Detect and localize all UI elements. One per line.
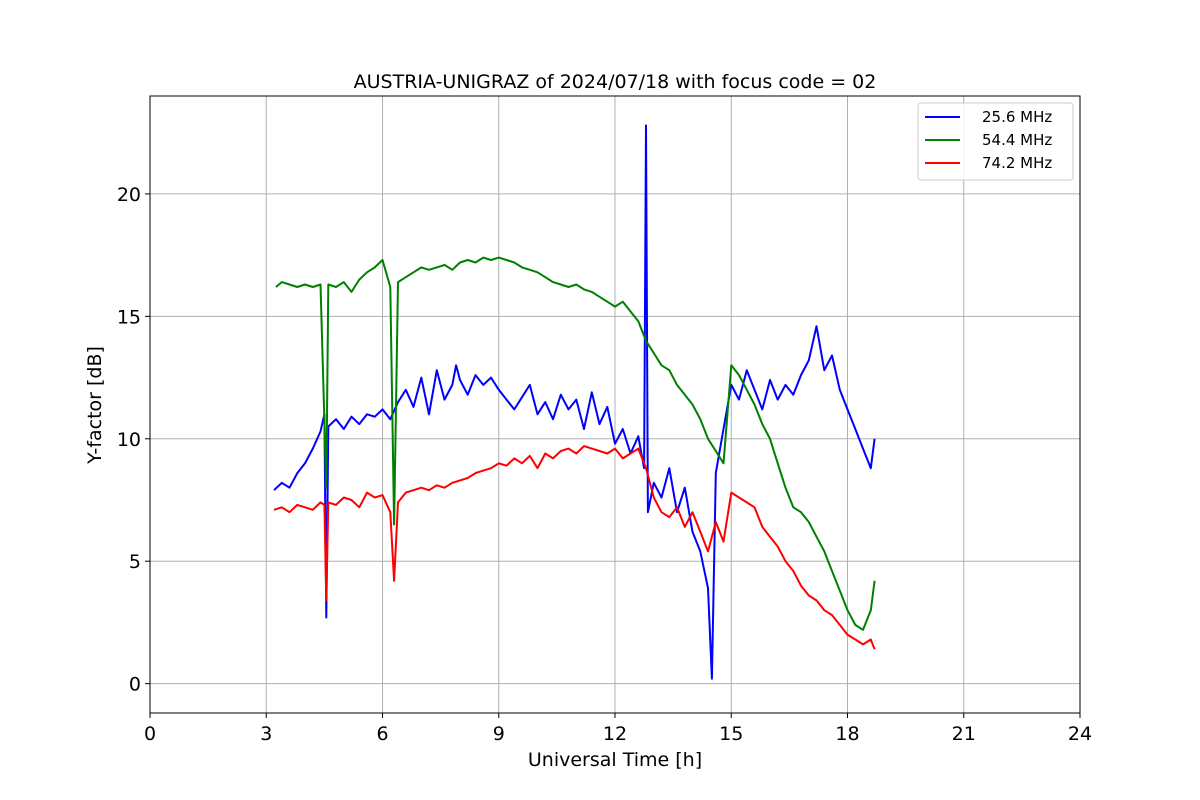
y-tick-label: 5	[129, 551, 141, 573]
legend-box	[917, 102, 1074, 181]
y-tick-label: 15	[117, 306, 141, 328]
x-tick-label: 21	[952, 723, 976, 745]
y-axis-label: Y-factor [dB]	[84, 346, 106, 465]
y-tick-label: 0	[129, 674, 141, 696]
x-tick-label: 12	[603, 723, 627, 745]
x-tick-label: 15	[719, 723, 743, 745]
x-axis: 0 3 6 9 12 15 18 21 24	[144, 713, 1092, 745]
x-tick-label: 0	[144, 723, 156, 745]
series-line-3	[273, 445, 876, 650]
legend-label: 54.4 MHz	[982, 131, 1052, 149]
y-tick-label: 20	[117, 184, 141, 206]
x-tick-label: 6	[376, 723, 388, 745]
legend-label: 74.2 MHz	[982, 154, 1052, 172]
x-tick-label: 18	[835, 723, 859, 745]
x-tick-label: 9	[493, 723, 505, 745]
series-line-2	[275, 256, 876, 631]
series-line-1	[273, 124, 876, 680]
y-axis: 0 5 10 15 20	[117, 184, 150, 696]
x-tick-label: 24	[1068, 723, 1092, 745]
legend: 25.6 MHz 54.4 MHz 74.2 MHz	[917, 102, 1074, 181]
chart-title: AUSTRIA-UNIGRAZ of 2024/07/18 with focus…	[354, 71, 877, 93]
y-tick-label: 10	[117, 429, 141, 451]
legend-label: 25.6 MHz	[982, 108, 1052, 126]
series-layer	[273, 124, 876, 680]
x-axis-label: Universal Time [h]	[528, 749, 702, 771]
x-tick-label: 3	[260, 723, 272, 745]
